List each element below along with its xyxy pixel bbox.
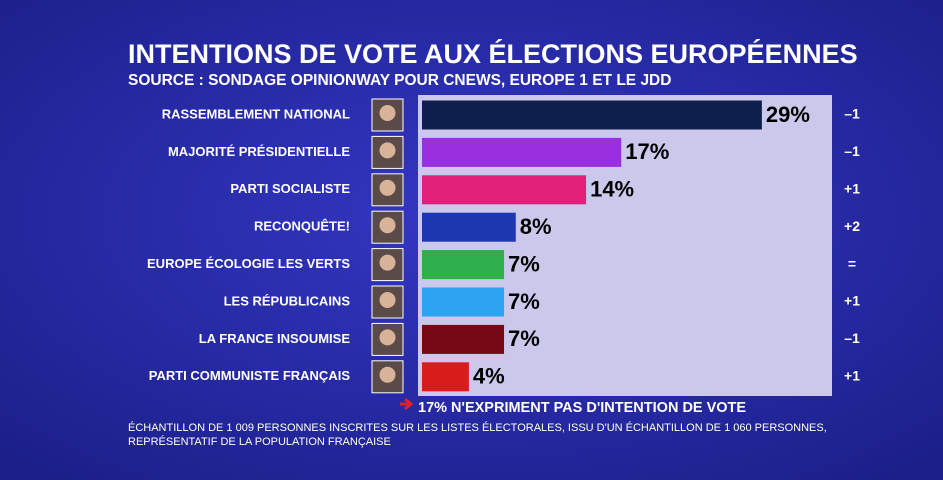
change-label: –1 (844, 330, 860, 346)
photo-face (379, 142, 396, 159)
category-label: MAJORITÉ PRÉSIDENTIELLE (168, 144, 350, 159)
chart-title: INTENTIONS DE VOTE AUX ÉLECTIONS EUROPÉE… (128, 38, 858, 69)
bar (422, 100, 762, 130)
category-label: EUROPE ÉCOLOGIE LES VERTS (147, 256, 350, 271)
value-label: 7% (508, 289, 540, 314)
value-label: 7% (508, 251, 540, 276)
change-label: –1 (844, 143, 860, 159)
value-label: 17% (625, 139, 669, 164)
category-label: LES RÉPUBLICAINS (224, 293, 351, 308)
change-label: +1 (844, 293, 860, 309)
photo-face (379, 366, 396, 383)
category-label: LA FRANCE INSOUMISE (199, 331, 351, 346)
bar (422, 212, 516, 242)
photo-face (379, 105, 396, 121)
arrow-icon (400, 397, 414, 411)
photo-face (379, 329, 396, 346)
bar (422, 175, 587, 205)
change-label: +2 (844, 218, 860, 234)
category-label: RECONQUÊTE! (254, 219, 350, 234)
photo-face (379, 217, 396, 234)
note: 17% N'EXPRIMENT PAS D'INTENTION DE VOTE (418, 400, 746, 416)
category-label: RASSEMBLEMENT NATIONAL (162, 106, 350, 121)
category-label: PARTI COMMUNISTE FRANÇAIS (149, 368, 351, 383)
value-label: 29% (766, 102, 810, 127)
change-label: –1 (844, 106, 860, 122)
change-label: +1 (844, 368, 860, 384)
category-label: PARTI SOCIALISTE (230, 181, 350, 196)
value-label: 14% (590, 177, 634, 202)
value-label: 4% (473, 364, 505, 389)
chart-subtitle: SOURCE : SONDAGE OPINIONWAY POUR CNEWS, … (128, 72, 671, 89)
bar (422, 362, 469, 392)
photo-face (379, 292, 396, 308)
photo-face (379, 254, 396, 271)
change-label: = (848, 255, 856, 271)
photo (371, 210, 404, 244)
bar (422, 250, 505, 280)
footnote: ÉCHANTILLON DE 1 009 PERSONNES INSCRITES… (128, 421, 827, 434)
value-label: 8% (520, 214, 552, 239)
footnote: REPRÉSENTATIF DE LA POPULATION FRANÇAISE (128, 435, 391, 448)
photo-face (379, 179, 396, 196)
bar (422, 287, 505, 317)
bar (422, 137, 622, 167)
value-label: 7% (508, 326, 540, 351)
bar (422, 324, 505, 354)
change-label: +1 (844, 181, 860, 197)
